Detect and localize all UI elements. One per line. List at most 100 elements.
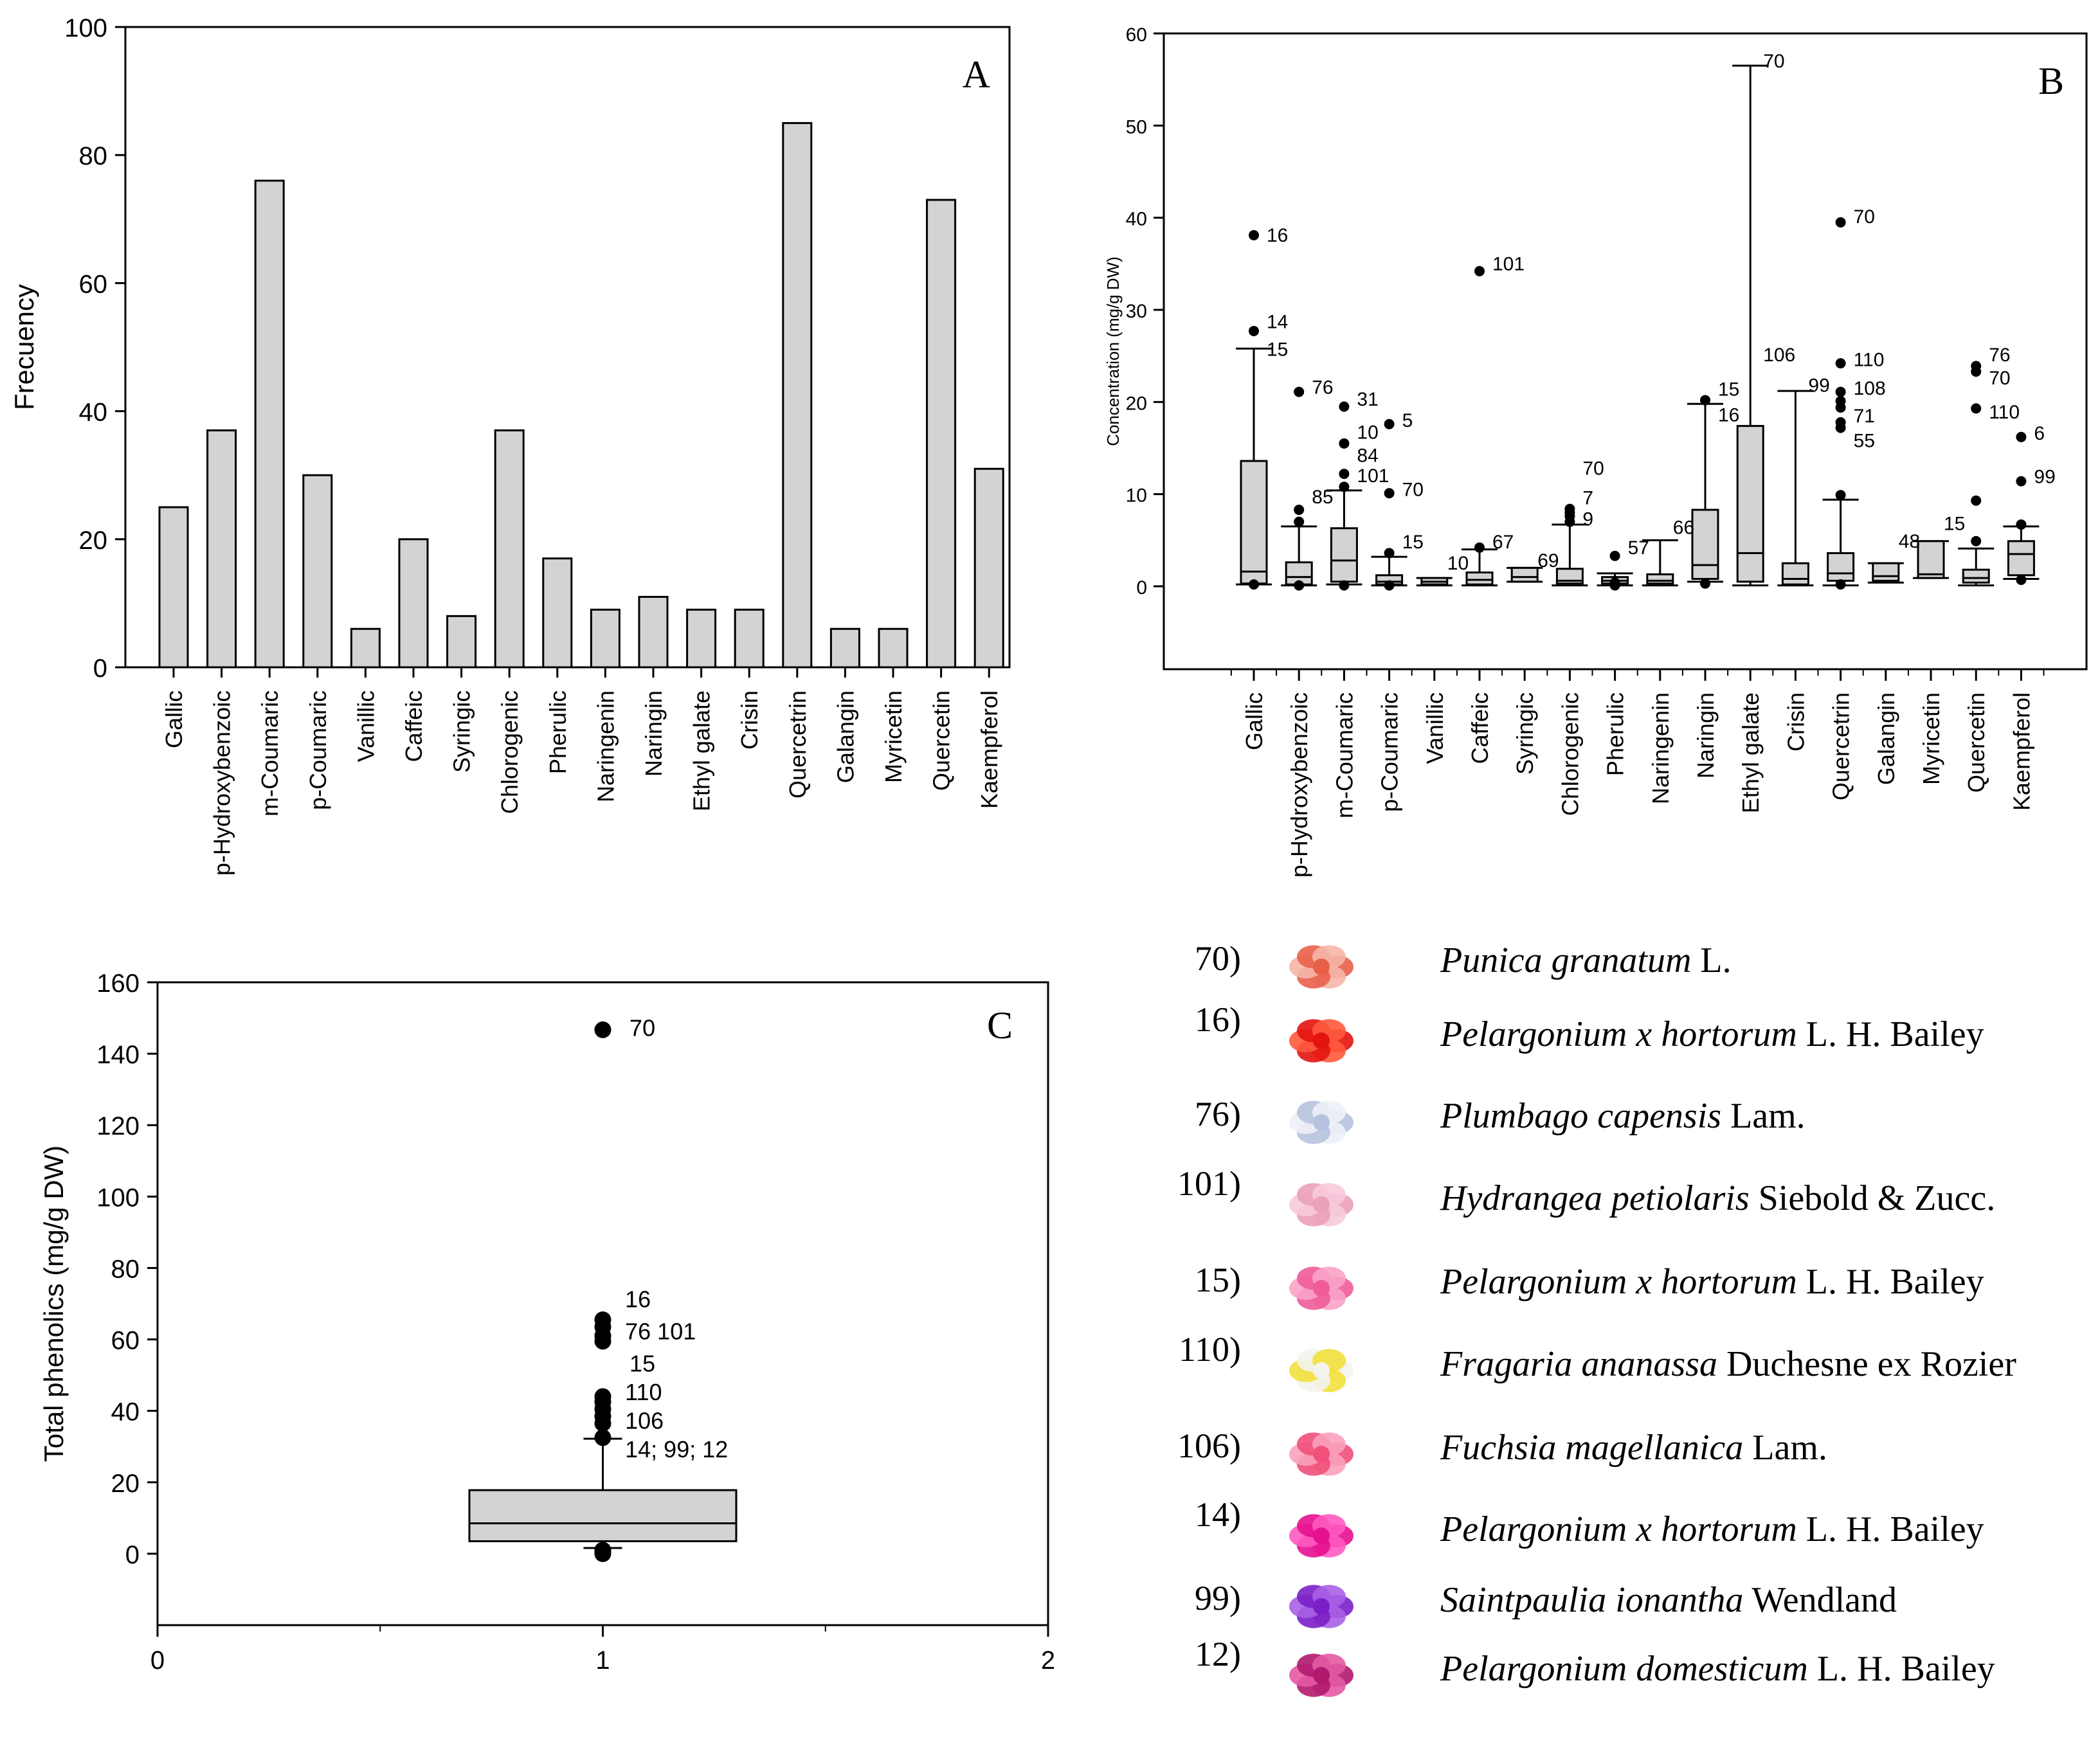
- species-author: L.: [1691, 941, 1732, 980]
- panel-a-bar: [590, 608, 620, 669]
- panel-a-xtick-label: Vanillic: [352, 690, 379, 762]
- panel-b-ytick-label: 40: [1126, 209, 1147, 230]
- panel-b-outlier: [1971, 361, 1982, 372]
- species-author: L. H. Bailey: [1797, 1262, 1984, 1302]
- species-author: Siebold & Zucc.: [1749, 1178, 1996, 1218]
- panel-b-xtick-label: Ethyl galate: [1737, 692, 1764, 813]
- panel-b-outlier: [1609, 577, 1620, 588]
- panel-b-annotation: 57: [1628, 537, 1649, 559]
- panel-b-annotation: 106: [1763, 345, 1795, 366]
- panel-b-outlier: [1249, 325, 1259, 336]
- panel-b-annotation: 69: [1537, 550, 1559, 572]
- panel-b-annotation: 99: [2034, 466, 2055, 487]
- panel-b-outlier: [2016, 574, 2027, 585]
- panel-b-annotation: 71: [1854, 406, 1875, 427]
- panel-b-box: [1736, 425, 1764, 583]
- panel-b-outlier: [1835, 490, 1846, 501]
- panel-b-outlier: [1700, 395, 1710, 406]
- panel-c-outlier: [594, 1429, 611, 1446]
- panel-b-outlier: [1294, 516, 1305, 527]
- panel-a-xtick-label: Quercetin: [928, 690, 955, 791]
- legend-number: 106): [1177, 1426, 1241, 1465]
- flower-plumbago-icon: [1289, 1101, 1353, 1144]
- panel-b-annotation: 15: [1402, 532, 1424, 553]
- panel-c-outlier: [594, 1021, 611, 1038]
- legend-species: Pelargonium domesticum L. H. Bailey: [1440, 1648, 1995, 1689]
- panel-b-xtick-label: Naringin: [1692, 692, 1719, 779]
- panel-a-xtick-label: Pherulic: [545, 690, 571, 774]
- panel-b-annotation: 10: [1447, 553, 1469, 574]
- panel-b-outlier: [1564, 503, 1575, 514]
- panel-b-annotation: 70: [1402, 480, 1424, 501]
- panel-b-outlier: [1294, 580, 1305, 591]
- panel-b-annotation: 16: [1267, 225, 1288, 246]
- panel-c-ytick-label: 100: [96, 1184, 140, 1212]
- panel-b-annotation: 10: [1357, 422, 1378, 444]
- panel-b-xtick-label: Pherulic: [1602, 692, 1629, 776]
- panel-a-bar: [782, 122, 813, 669]
- legend-species: Punica granatum L.: [1440, 940, 1732, 981]
- panel-b-ytick-label: 20: [1126, 393, 1147, 414]
- panel-b-xtick-label: m-Coumaric: [1331, 692, 1357, 818]
- panel-c-outlier: [594, 1388, 611, 1405]
- species-name: Pelargonium x hortorum: [1440, 1509, 1797, 1549]
- panel-a-bar: [829, 627, 860, 669]
- legend-species: Plumbago capensis Lam.: [1440, 1095, 1806, 1137]
- flower-pelargonium-magenta-icon: [1289, 1514, 1353, 1558]
- panel-b-annotation: 16: [1718, 404, 1739, 426]
- legend-species: Fuchsia magellanica Lam.: [1440, 1427, 1827, 1468]
- panel-a-xtick-label: Syringic: [449, 690, 475, 773]
- panel-b-outlier: [1835, 217, 1846, 228]
- panel-a-ytick-label: 100: [64, 14, 107, 42]
- legend-species: Hydrangea petiolaris Siebold & Zucc.: [1440, 1178, 1995, 1219]
- legend-number: 99): [1195, 1579, 1241, 1617]
- flower-pelargonium-domesticum-icon: [1289, 1653, 1353, 1697]
- panel-a-bar: [158, 506, 189, 669]
- panel-c-ytick-label: 140: [96, 1041, 140, 1069]
- panel-b-annotation: 55: [1854, 431, 1875, 452]
- panel-c-ytick-label: 80: [111, 1255, 140, 1283]
- panel-b-xtick-label: Myricetin: [1918, 692, 1944, 785]
- panel-c-annotation: 76 101: [625, 1318, 696, 1345]
- panel-b-annotation: 6: [2034, 423, 2045, 444]
- panel-a-xtick-label: Chlorogenic: [496, 690, 523, 814]
- panel-a-bar: [206, 429, 237, 669]
- panel-b-annotation: 9: [1582, 509, 1593, 530]
- panel-a-ytick-label: 40: [79, 399, 108, 427]
- species-author: Lam.: [1721, 1096, 1806, 1136]
- panel-b-outlier: [1971, 403, 1982, 414]
- panel-a-bar: [446, 615, 477, 669]
- legend-number: 70): [1195, 939, 1241, 978]
- panel-b-box: [1510, 566, 1539, 583]
- panel-b-ytick-label: 50: [1126, 116, 1147, 138]
- panel-a-bar: [686, 608, 717, 669]
- panel-b-outlier: [1609, 550, 1620, 561]
- panel-b-ytick-label: 0: [1136, 577, 1147, 598]
- panel-c-ylabel: Total phenolics (mg/g DW): [39, 1146, 69, 1462]
- panel-b-outlier: [1474, 266, 1485, 276]
- panel-b-annotation: 76: [1312, 377, 1333, 398]
- species-name: Punica granatum: [1440, 941, 1692, 980]
- panel-b-outlier: [1384, 488, 1395, 499]
- panel-c-outlier: [594, 1542, 611, 1559]
- panel-c-ytick-label: 120: [96, 1112, 140, 1140]
- panel-c-outlier: [594, 1311, 611, 1328]
- species-author: Duchesne ex Rozier: [1717, 1344, 2016, 1384]
- species-author: L. H. Bailey: [1807, 1649, 1995, 1689]
- species-name: Plumbago capensis: [1440, 1096, 1722, 1136]
- panel-a-bar: [254, 179, 285, 669]
- panel-b-outlier: [1971, 536, 1982, 546]
- panel-b-box: [1691, 509, 1719, 580]
- legend-number: 101): [1177, 1164, 1241, 1203]
- legend-item: 110) Fragaria ananassa Duchesne ex Rozier: [1145, 1329, 2096, 1400]
- panel-b-box: [1962, 568, 1990, 584]
- panel-b-xtick-label: Chlorogenic: [1557, 692, 1583, 816]
- species-name: Pelargonium x hortorum: [1440, 1262, 1797, 1302]
- panel-b-annotation: 5: [1402, 410, 1413, 431]
- legend-species: Pelargonium x hortorum L. H. Bailey: [1440, 1261, 1984, 1302]
- panel-b-outlier: [1700, 578, 1710, 589]
- panel-b-xtick-label: p-Hydroxybenzoic: [1286, 692, 1312, 878]
- panel-b-annotation: 101: [1357, 465, 1389, 487]
- legend-item: 14) Pelargonium x hortorum L. H. Bailey: [1145, 1495, 2096, 1565]
- panel-b-ytick-label: 30: [1126, 301, 1147, 322]
